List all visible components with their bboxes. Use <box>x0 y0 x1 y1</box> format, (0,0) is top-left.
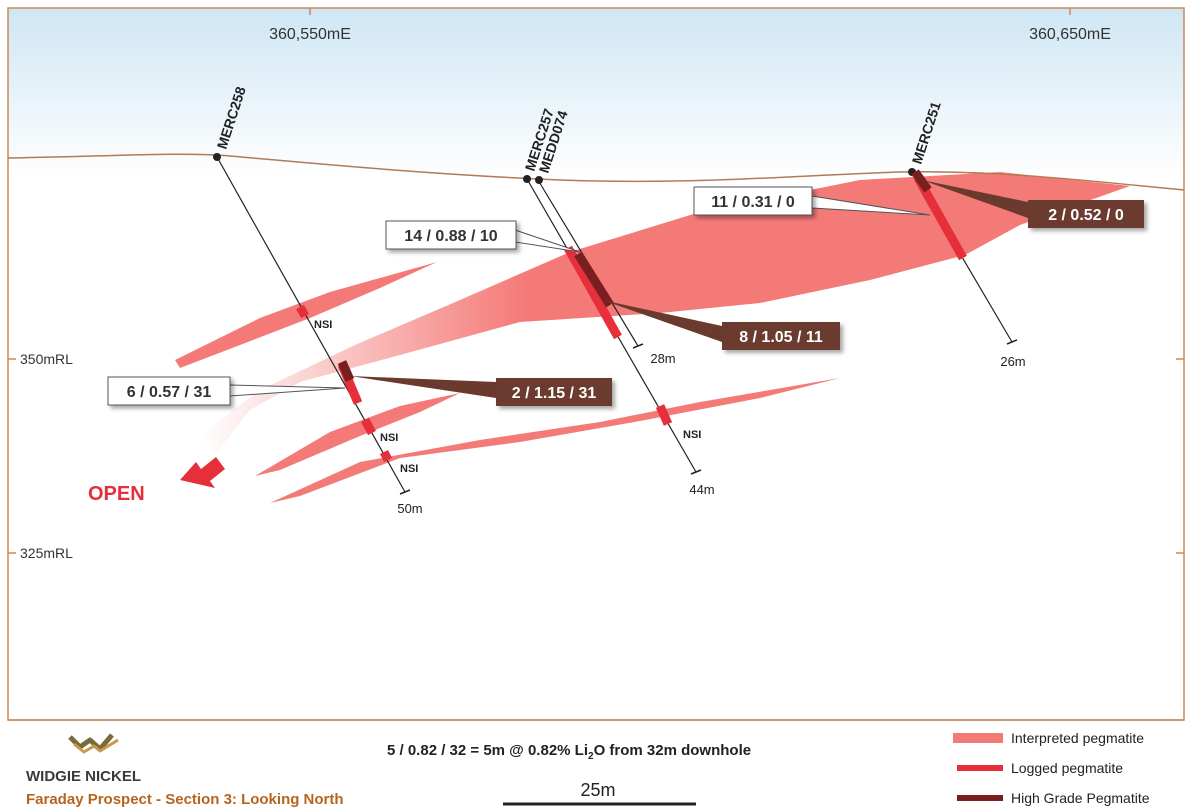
high-grade-interval <box>337 360 355 382</box>
callout-leader <box>229 384 346 397</box>
intercept-explanation: 5 / 0.82 / 32 = 5m @ 0.82% Li2O from 32m… <box>387 742 751 762</box>
collar-marker <box>523 175 531 183</box>
legend-swatch-interpreted <box>953 733 1003 743</box>
section-caption: Faraday Prospect - Section 3: Looking No… <box>26 791 344 808</box>
nsi-label: NSI <box>314 319 332 331</box>
eoh-cap <box>632 343 644 349</box>
logo-mark-gold <box>73 738 119 754</box>
logged-interval <box>564 245 622 340</box>
high-grade-callout <box>1028 200 1144 228</box>
legend-label: High Grade Pegmatite <box>1011 790 1150 806</box>
callout-leader <box>602 300 722 342</box>
logged-interval <box>379 449 393 463</box>
depth-label: 44m <box>689 482 714 497</box>
high-grade-interval <box>574 251 614 308</box>
intercept-label: 6 / 0.57 / 31 <box>127 384 212 401</box>
callout-leader <box>922 180 1028 218</box>
easting-label: 360,550mE <box>269 26 351 43</box>
callout-leader <box>350 376 496 398</box>
logged-interval <box>361 417 376 436</box>
topographic-surface <box>7 153 1185 191</box>
widgie-logo-icon <box>68 733 119 754</box>
high-grade-interval <box>911 169 932 193</box>
legend-label: Interpreted pegmatite <box>1011 730 1144 746</box>
depth-label: 28m <box>650 351 675 366</box>
nsi-label: NSI <box>400 463 418 475</box>
drillhole-collars <box>213 153 916 184</box>
scale-bar-label: 25m <box>580 780 615 800</box>
end-of-hole-caps <box>399 339 1018 495</box>
rl-label: 325mRL <box>20 545 73 561</box>
rl-label: 350mRL <box>20 351 73 367</box>
main-pegmatite-lens <box>200 172 1130 455</box>
intercept-label: 11 / 0.31 / 0 <box>711 194 795 211</box>
collar-marker <box>535 176 543 184</box>
logged-leaders <box>229 195 931 397</box>
legend-label: Logged pegmatite <box>1011 760 1123 776</box>
legend-swatch-high-grade <box>957 795 1003 801</box>
high-grade-callout <box>722 322 840 350</box>
logo-mark-dark <box>68 733 114 752</box>
depth-label: 26m <box>1000 354 1025 369</box>
logged-interval <box>655 404 673 426</box>
sky-gradient <box>8 8 1184 178</box>
high-grade-intercept-label: 2 / 1.15 / 31 <box>512 385 597 402</box>
eoh-cap <box>399 489 411 495</box>
deep-pegmatite-lens <box>270 378 840 503</box>
logged-callout <box>385 220 517 250</box>
company-name: WIDGIE NICKEL <box>26 768 141 785</box>
open-label: OPEN <box>88 483 145 505</box>
legend-swatch-logged <box>957 765 1003 771</box>
high-grade-callout <box>496 378 612 406</box>
high-grade-intercept-label: 2 / 0.52 / 0 <box>1048 207 1124 224</box>
collar-marker <box>213 153 221 161</box>
lower-pegmatite-lens <box>255 393 460 476</box>
eoh-cap <box>690 469 702 475</box>
logged-callout <box>693 186 813 216</box>
high-grade-intercept-label: 8 / 1.05 / 11 <box>739 329 823 346</box>
open-arrow-icon <box>180 457 225 488</box>
eoh-cap <box>1006 339 1018 345</box>
nsi-label: NSI <box>380 432 398 444</box>
high-grade-intervals <box>337 169 932 382</box>
easting-label: 360,650mE <box>1029 26 1111 43</box>
legend: Interpreted pegmatite Logged pegmatite H… <box>953 730 1150 806</box>
drillhole-trace-merc258 <box>216 156 406 493</box>
logged-callout <box>107 376 231 406</box>
high-grade-leaders <box>350 180 1028 398</box>
nsi-label: NSI <box>683 429 701 441</box>
logged-interval <box>296 304 309 319</box>
depth-label: 50m <box>397 501 422 516</box>
intercept-label: 14 / 0.88 / 10 <box>404 228 498 245</box>
